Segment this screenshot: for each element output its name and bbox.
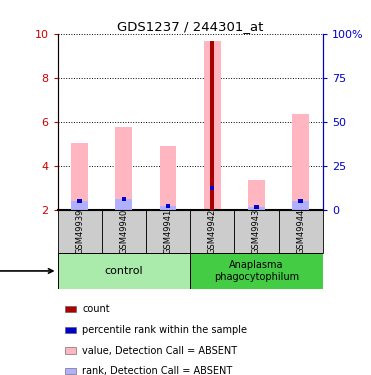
Bar <box>65 327 76 333</box>
Bar <box>160 146 177 210</box>
Text: count: count <box>82 304 110 314</box>
Bar <box>292 114 309 210</box>
Bar <box>292 201 309 210</box>
Bar <box>166 204 170 208</box>
Bar <box>71 143 88 210</box>
Bar <box>248 180 265 210</box>
Bar <box>210 186 214 190</box>
Text: GSM49939: GSM49939 <box>75 209 84 254</box>
Text: rank, Detection Call = ABSENT: rank, Detection Call = ABSENT <box>82 366 233 375</box>
Text: infection: infection <box>0 266 53 276</box>
Bar <box>234 210 279 253</box>
Text: Anaplasma
phagocytophilum: Anaplasma phagocytophilum <box>214 260 299 282</box>
Bar <box>78 199 82 203</box>
Text: GSM49944: GSM49944 <box>296 209 305 254</box>
Text: GSM49941: GSM49941 <box>164 209 173 254</box>
Bar <box>65 347 76 354</box>
Bar <box>58 253 190 289</box>
Text: control: control <box>105 266 143 276</box>
Bar <box>115 128 132 210</box>
Text: value, Detection Call = ABSENT: value, Detection Call = ABSENT <box>82 345 237 355</box>
Bar <box>190 253 323 289</box>
Text: GSM49940: GSM49940 <box>119 209 128 254</box>
Bar <box>204 42 221 210</box>
Bar <box>65 368 76 374</box>
Bar <box>71 201 88 210</box>
Bar <box>210 42 214 210</box>
Bar <box>190 210 234 253</box>
Bar <box>146 210 190 253</box>
Text: percentile rank within the sample: percentile rank within the sample <box>82 325 247 335</box>
Bar <box>160 206 177 210</box>
Bar <box>254 205 259 209</box>
Text: GSM49942: GSM49942 <box>208 209 217 254</box>
Bar <box>122 197 126 201</box>
Bar <box>279 210 323 253</box>
Bar <box>102 210 146 253</box>
Bar <box>115 199 132 210</box>
Bar <box>58 210 102 253</box>
Text: GSM49943: GSM49943 <box>252 209 261 254</box>
Title: GDS1237 / 244301_at: GDS1237 / 244301_at <box>117 20 263 33</box>
Bar <box>65 306 76 312</box>
Bar <box>298 199 303 203</box>
Bar <box>248 207 265 210</box>
